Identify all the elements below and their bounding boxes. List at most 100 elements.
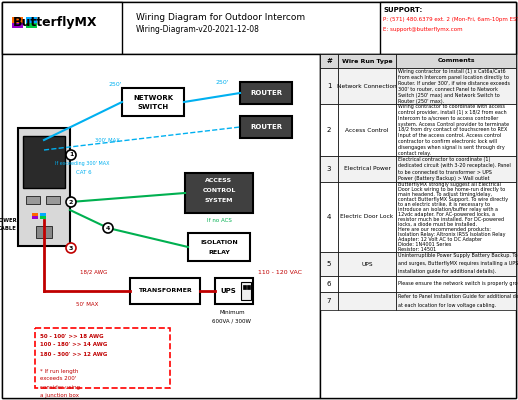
Text: control provider, install (1) x 18/2 from each: control provider, install (1) x 18/2 fro… <box>398 110 507 115</box>
Circle shape <box>66 243 76 253</box>
Bar <box>185 173 253 213</box>
Circle shape <box>66 150 76 160</box>
Text: Electrical contractor to coordinate (1): Electrical contractor to coordinate (1) <box>398 157 491 162</box>
Text: locks, a diode must be installed.: locks, a diode must be installed. <box>398 222 477 227</box>
Text: Access Control: Access Control <box>346 128 388 132</box>
Text: 180 - 300' >> 12 AWG: 180 - 300' >> 12 AWG <box>40 352 107 356</box>
Text: installation guide for additional details).: installation guide for additional detail… <box>398 270 496 274</box>
Text: Isolation Relay: Altronix IR5S Isolation Relay: Isolation Relay: Altronix IR5S Isolation… <box>398 232 506 237</box>
Text: 1: 1 <box>327 83 331 89</box>
Bar <box>396 276 516 292</box>
Text: Input of the access control. Access control: Input of the access control. Access cont… <box>398 133 501 138</box>
Text: TRANSFORMER: TRANSFORMER <box>138 288 192 294</box>
Bar <box>338 156 396 182</box>
Text: 5: 5 <box>327 261 331 267</box>
Text: exceeds 200': exceeds 200' <box>40 376 76 382</box>
Text: Uninterruptible Power Supply Battery Backup. To prevent voltage drops: Uninterruptible Power Supply Battery Bac… <box>398 254 518 258</box>
Bar <box>320 292 338 310</box>
Bar <box>320 68 338 104</box>
Text: Door Lock wiring to be home-run directly to: Door Lock wiring to be home-run directly… <box>398 187 505 192</box>
Text: Resistor: 14501: Resistor: 14501 <box>398 247 436 252</box>
Bar <box>380 2 516 54</box>
Text: Electrical Power: Electrical Power <box>343 166 391 172</box>
Bar <box>396 68 516 104</box>
Text: Network Connection: Network Connection <box>337 84 397 88</box>
Bar <box>338 182 396 252</box>
Text: CABLE: CABLE <box>0 226 17 232</box>
Text: ButterflyMX: ButterflyMX <box>13 16 97 29</box>
Text: 250': 250' <box>108 82 122 86</box>
Text: 4: 4 <box>106 226 110 230</box>
Bar <box>240 82 292 104</box>
Bar <box>40 213 46 216</box>
Text: ACCESS: ACCESS <box>206 178 233 184</box>
Text: Wiring Diagram for Outdoor Intercom: Wiring Diagram for Outdoor Intercom <box>136 12 305 22</box>
Text: resistor much be installed. For DC-powered: resistor much be installed. For DC-power… <box>398 217 504 222</box>
Bar <box>40 216 46 219</box>
Text: Router (250' max).: Router (250' max). <box>398 98 444 104</box>
Bar <box>338 54 396 68</box>
Text: * If run length: * If run length <box>40 368 78 374</box>
Text: 50' MAX: 50' MAX <box>76 302 98 308</box>
Text: 600VA / 300W: 600VA / 300W <box>212 318 252 324</box>
Bar <box>12 17 23 22</box>
Bar <box>18 128 70 246</box>
Text: 12vdc adapter. For AC-powered locks, a: 12vdc adapter. For AC-powered locks, a <box>398 212 495 217</box>
Bar <box>243 285 246 289</box>
Text: contractor to confirm electronic lock will: contractor to confirm electronic lock wi… <box>398 139 497 144</box>
Bar <box>320 54 516 398</box>
Bar <box>23 136 65 188</box>
Text: ButterflyMX strongly suggest all Electrical: ButterflyMX strongly suggest all Electri… <box>398 182 501 187</box>
Text: Adapter: 12 Volt AC to DC Adapter: Adapter: 12 Volt AC to DC Adapter <box>398 237 482 242</box>
Bar <box>320 276 338 292</box>
Text: to an electric strike, it is necessary to: to an electric strike, it is necessary t… <box>398 202 490 207</box>
Text: 18/2 AWG: 18/2 AWG <box>80 270 107 274</box>
Text: and surges, ButterflyMX requires installing a UPS device (see panel: and surges, ButterflyMX requires install… <box>398 262 518 266</box>
Text: Wiring-Diagram-v20-2021-12-08: Wiring-Diagram-v20-2021-12-08 <box>136 26 260 34</box>
Text: 110 - 120 VAC: 110 - 120 VAC <box>258 270 302 274</box>
Bar <box>338 292 396 310</box>
Text: 250': 250' <box>215 80 229 86</box>
Text: 6: 6 <box>327 281 331 287</box>
Text: ISOLATION: ISOLATION <box>200 240 238 246</box>
Text: dedicated circuit (with 3-20 receptacle). Panel: dedicated circuit (with 3-20 receptacle)… <box>398 163 511 168</box>
Bar <box>396 292 516 310</box>
Text: POWER: POWER <box>0 218 17 224</box>
Text: Intercom to a/screen to access controller: Intercom to a/screen to access controlle… <box>398 116 498 121</box>
Bar <box>36 226 52 238</box>
Text: Please ensure the network switch is properly grounded.: Please ensure the network switch is prop… <box>398 282 518 286</box>
Text: Comments: Comments <box>437 58 475 64</box>
Text: UPS: UPS <box>220 288 236 294</box>
Bar <box>215 278 253 304</box>
Text: ROUTER: ROUTER <box>250 124 282 130</box>
Text: 3: 3 <box>327 166 331 172</box>
Text: NETWORK: NETWORK <box>133 95 173 101</box>
Text: contact ButterflyMX Support. To wire directly: contact ButterflyMX Support. To wire dir… <box>398 197 508 202</box>
Bar <box>32 216 38 219</box>
Text: If exceeding 300' MAX: If exceeding 300' MAX <box>55 160 109 166</box>
Bar <box>320 54 338 68</box>
Bar <box>396 156 516 182</box>
Text: E: support@butterflymx.com: E: support@butterflymx.com <box>383 28 463 32</box>
Bar <box>396 104 516 156</box>
Text: 4: 4 <box>327 214 331 220</box>
Text: #: # <box>326 58 332 64</box>
Bar <box>188 233 250 261</box>
Bar <box>26 22 37 28</box>
Bar <box>338 104 396 156</box>
Text: If no ACS: If no ACS <box>207 218 232 224</box>
Bar <box>130 278 200 304</box>
Text: Refer to Panel Installation Guide for additional details. Leave 6' service loop: Refer to Panel Installation Guide for ad… <box>398 294 518 299</box>
Text: 18/2 from dry contact of touchscreen to REX: 18/2 from dry contact of touchscreen to … <box>398 128 507 132</box>
Text: from each Intercom panel location directly to: from each Intercom panel location direct… <box>398 74 509 80</box>
Circle shape <box>66 197 76 207</box>
Text: a junction box: a junction box <box>40 392 79 398</box>
Bar <box>46 196 60 204</box>
Text: Router. If under 300', if wire distance exceeds: Router. If under 300', if wire distance … <box>398 80 510 86</box>
Text: consider using: consider using <box>40 384 80 390</box>
Text: 300' to router, connect Panel to Network: 300' to router, connect Panel to Network <box>398 86 498 92</box>
Text: introduce an isolation/buffer relay with a: introduce an isolation/buffer relay with… <box>398 207 498 212</box>
Bar <box>26 196 40 204</box>
Circle shape <box>103 223 113 233</box>
Text: Switch (250' max) and Network Switch to: Switch (250' max) and Network Switch to <box>398 92 500 98</box>
